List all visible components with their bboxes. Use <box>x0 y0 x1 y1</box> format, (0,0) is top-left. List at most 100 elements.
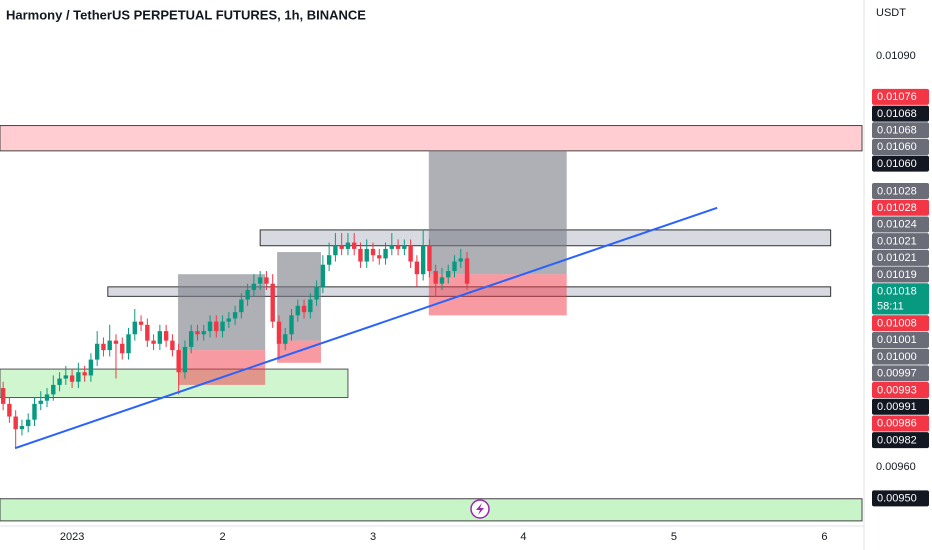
candle-body <box>339 245 344 249</box>
candle-body <box>464 258 470 284</box>
countdown: 58:11 <box>877 301 904 313</box>
candle-body <box>176 350 181 373</box>
candle-body <box>163 331 169 341</box>
price-label: 0.01060 <box>877 158 917 170</box>
price-label: 0.01019 <box>877 269 917 281</box>
candle-body <box>314 286 319 300</box>
candle-body <box>270 283 275 322</box>
candle-body <box>389 245 395 249</box>
price-label: 0.00997 <box>877 368 917 380</box>
candle-body <box>446 271 451 278</box>
candle-body <box>214 321 219 332</box>
candle-body <box>207 321 213 332</box>
candle-body <box>383 248 388 259</box>
price-label: 0.01024 <box>877 219 917 231</box>
candle-body <box>182 346 188 373</box>
candle-body <box>289 315 294 335</box>
price-label-bg <box>872 432 929 449</box>
candle-body <box>358 248 363 262</box>
candle-body <box>26 419 31 427</box>
candle-body <box>38 400 43 404</box>
price-label: 0.01028 <box>877 185 917 197</box>
price-label: 0.01021 <box>877 235 917 247</box>
price-label-bg <box>872 348 929 365</box>
x-tick-label: 4 <box>520 531 526 543</box>
zone-band <box>0 125 863 152</box>
candle-body <box>76 372 81 382</box>
price-label: 0.01000 <box>877 351 917 363</box>
x-tick-label: 6 <box>821 531 827 543</box>
price-label-bg <box>872 331 929 348</box>
price-label-bg <box>872 315 929 332</box>
price-label: 0.00982 <box>877 434 917 446</box>
price-label: 0.00991 <box>877 401 917 413</box>
candle-body <box>301 305 307 313</box>
candle-body <box>320 264 326 287</box>
candle-body <box>44 394 50 401</box>
x-tick-label: 2023 <box>60 531 84 543</box>
trend-line <box>14 206 718 450</box>
candle-body <box>326 255 332 265</box>
price-label: 0.01021 <box>877 252 917 264</box>
candles <box>0 206 718 450</box>
price-label-bg <box>872 490 929 507</box>
candle-body <box>0 388 6 404</box>
price-label-bg <box>872 266 929 283</box>
price-label: 0.01018 <box>877 285 917 297</box>
candle-body <box>120 343 125 354</box>
price-label-bg <box>872 138 929 155</box>
candle-body <box>239 299 244 313</box>
candle-body <box>51 384 56 395</box>
candle-body <box>113 340 119 344</box>
candle-body <box>458 258 463 262</box>
candle-body <box>88 359 94 376</box>
position-target <box>277 252 321 341</box>
price-label-bg <box>872 183 929 200</box>
candle-body <box>226 318 232 322</box>
candle-body <box>189 331 194 347</box>
candle-body <box>145 324 150 341</box>
candle-body <box>132 321 137 335</box>
candle-body <box>63 375 69 379</box>
candle-body <box>220 321 225 332</box>
candle-body <box>126 334 131 354</box>
price-label-bg <box>872 122 929 139</box>
candle-body <box>414 261 420 275</box>
position-stop <box>428 274 567 316</box>
candle-body <box>408 245 413 262</box>
candle-body <box>308 299 313 313</box>
candle-body <box>370 248 376 256</box>
currency: USDT <box>876 7 906 19</box>
y-tick-label: 0.00960 <box>876 461 916 473</box>
candle-body <box>57 378 62 385</box>
candle-body <box>19 426 25 430</box>
candle-body <box>201 331 206 335</box>
chart-title: Harmony / TetherUS PERPETUAL FUTURES, 1h… <box>6 7 366 22</box>
candle-body <box>82 372 87 376</box>
candle-body <box>94 343 100 360</box>
candle-body <box>439 277 445 284</box>
candle-body <box>283 334 288 344</box>
position-target <box>428 150 567 275</box>
candle-body <box>364 248 369 262</box>
candle-body <box>107 340 112 351</box>
candle-body <box>101 343 106 351</box>
price-label-bg <box>872 382 929 399</box>
price-label-bg <box>872 415 929 432</box>
price-label: 0.01076 <box>877 91 917 103</box>
price-label-bg <box>872 155 929 172</box>
price-label: 0.01068 <box>877 124 917 136</box>
candle-body <box>295 305 300 316</box>
candle-body <box>170 340 175 351</box>
price-label: 0.00950 <box>877 493 917 505</box>
y-tick-label: 0.01090 <box>876 50 916 62</box>
price-label-bg <box>872 233 929 250</box>
price-label: 0.01060 <box>877 141 917 153</box>
price-label-bg <box>872 216 929 233</box>
candle-body <box>138 321 144 325</box>
event-icon-bolt <box>476 503 484 515</box>
candle-body <box>402 245 407 249</box>
